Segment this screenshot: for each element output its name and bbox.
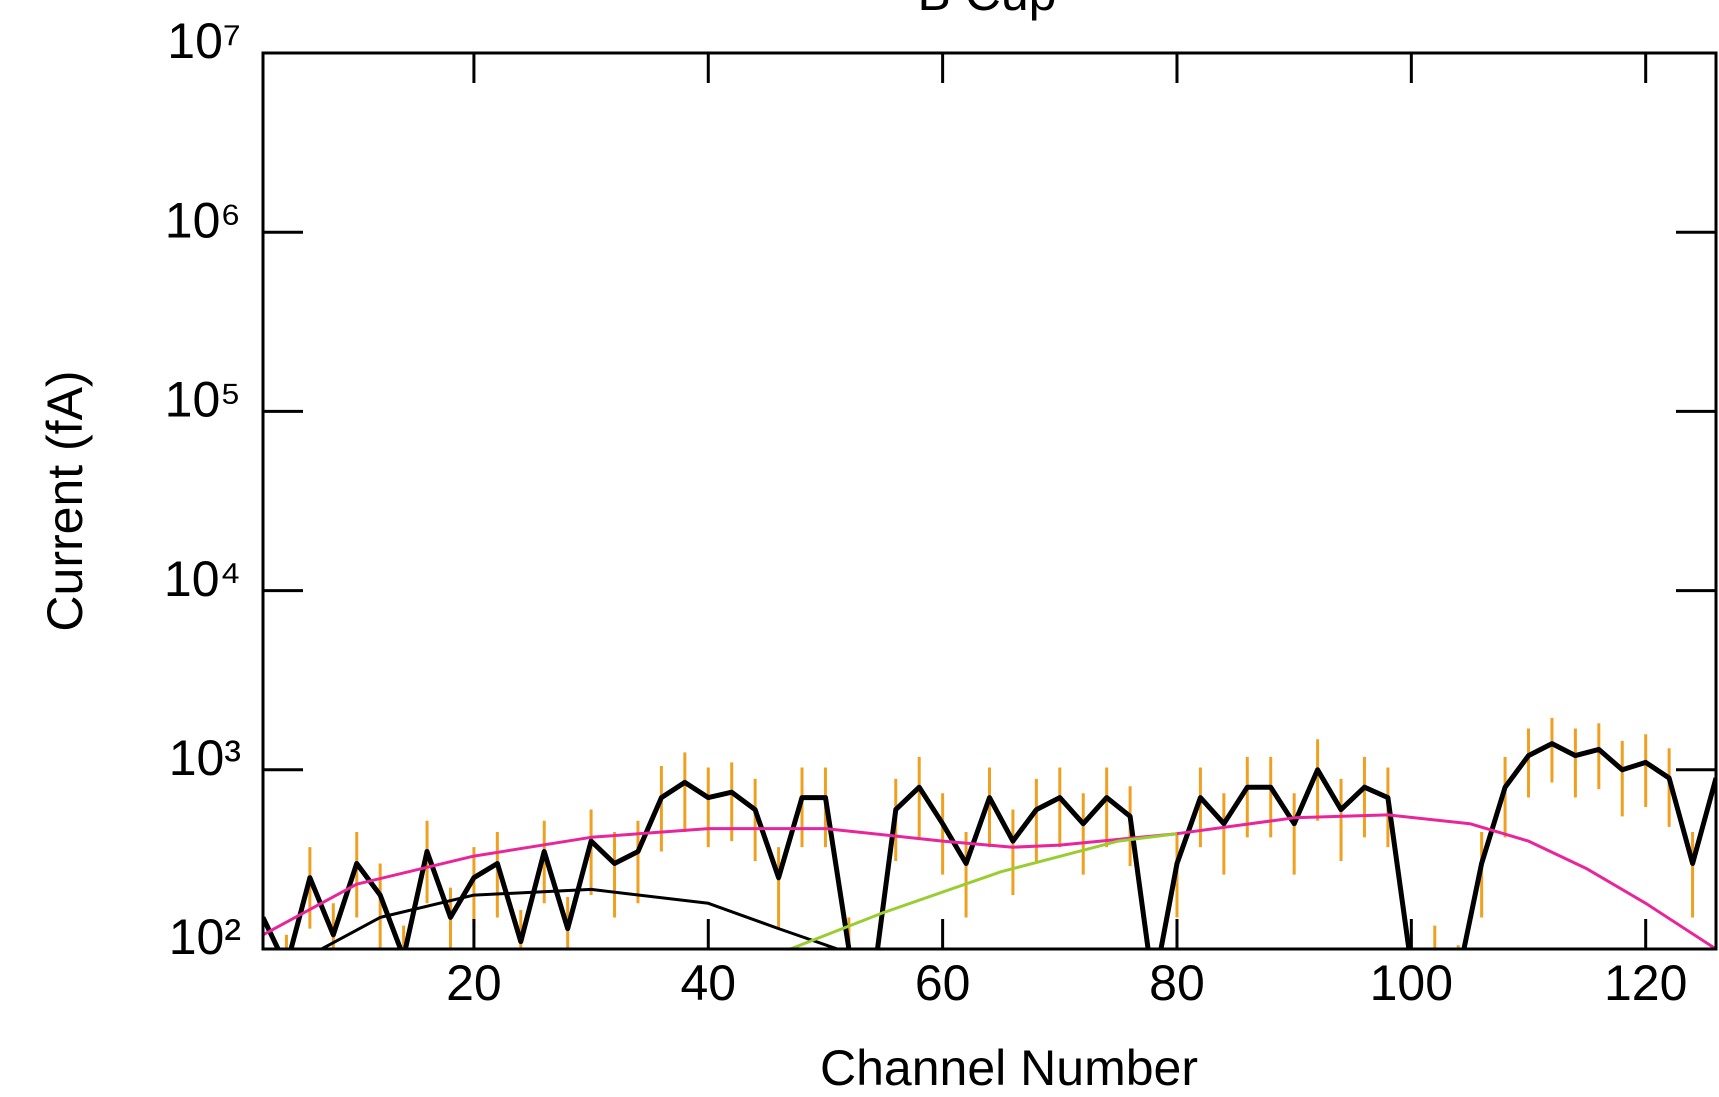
- plot-frame: [261, 51, 1718, 951]
- series-line: [789, 832, 1178, 949]
- y-tick-label: 10²: [169, 909, 241, 965]
- x-tick-label: 20: [446, 955, 502, 1011]
- y-tick-label: 10⁵: [165, 372, 241, 428]
- y-axis-title: Current (fA): [37, 370, 93, 631]
- series-line: [320, 887, 842, 949]
- x-tick-label: 100: [1370, 955, 1453, 1011]
- x-tick-label: 60: [915, 955, 971, 1011]
- y-tick-label: 10⁷: [167, 13, 241, 69]
- x-tick-label: 80: [1149, 955, 1205, 1011]
- plot-area: [263, 717, 1716, 949]
- y-tick-label: 10⁶: [165, 192, 241, 248]
- y-tick-label: 10³: [169, 730, 241, 786]
- y-tick-label: 10⁴: [164, 551, 241, 607]
- x-tick-label: 120: [1604, 955, 1687, 1011]
- series-line: [263, 741, 1716, 949]
- series-line: [263, 813, 1716, 949]
- x-axis-title: Channel Number: [820, 1040, 1198, 1096]
- x-tick-label: 40: [680, 955, 736, 1011]
- chart-title: B Cup: [918, 0, 1057, 21]
